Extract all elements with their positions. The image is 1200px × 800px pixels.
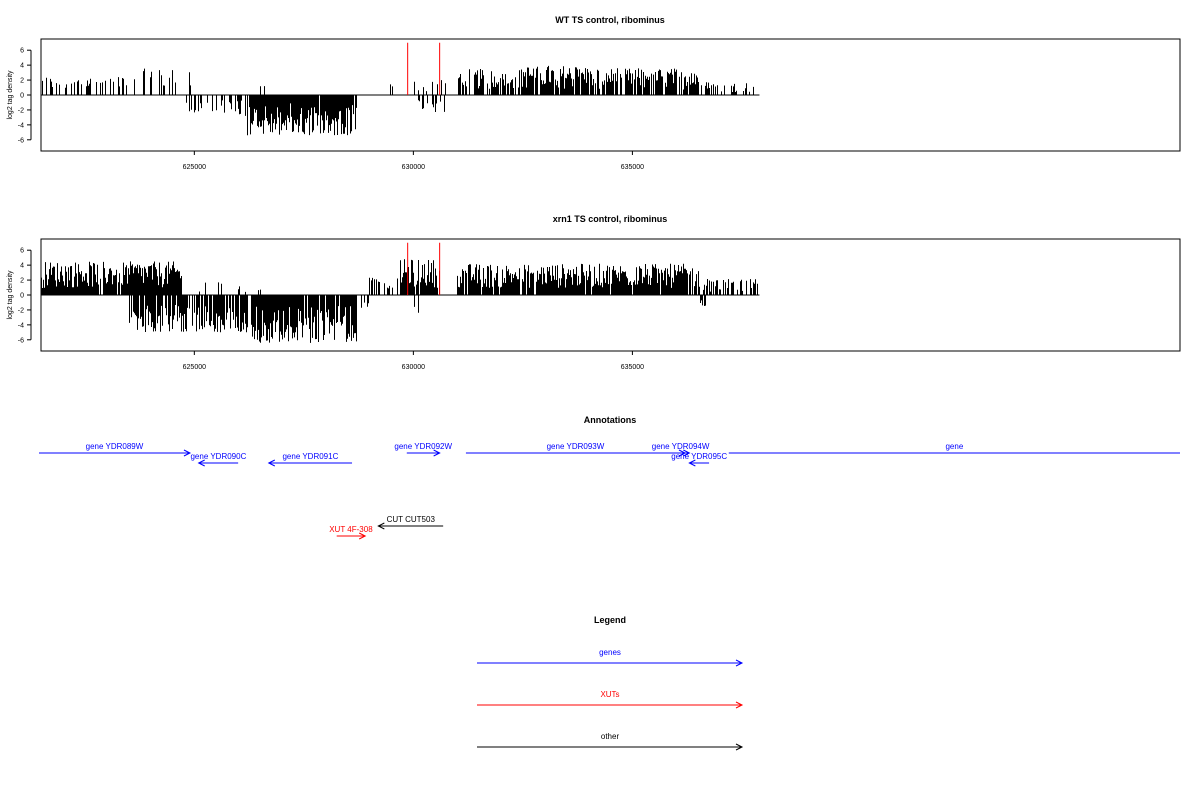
wt-x-axis: 625000 630000 635000: [183, 151, 644, 171]
feature-gene: gene YDR094W: [652, 442, 710, 457]
x-tick-label: 625000: [183, 164, 206, 171]
feature-gene: gene YDR095C: [671, 452, 727, 467]
y-tick-label: 2: [20, 278, 24, 285]
y-tick-label: 2: [20, 78, 24, 85]
feature-arrowhead: [267, 459, 276, 467]
x-tick-label: 625000: [183, 364, 206, 371]
y-tick-label: -2: [18, 307, 24, 314]
feature-arrowhead: [197, 459, 205, 467]
minus-strand-bars: [186, 95, 445, 136]
x-tick-label: 630000: [402, 364, 425, 371]
feature-label: CUT CUT503: [387, 515, 436, 524]
y-tick-label: 0: [20, 293, 24, 300]
feature-arrowhead: [377, 522, 385, 530]
feature-arrowhead: [683, 449, 691, 457]
y-tick-label: -6: [18, 137, 24, 144]
feature-label: gene YDR094W: [652, 442, 710, 451]
y-tick-label: -4: [18, 322, 24, 329]
feature-label: gene YDR090C: [190, 452, 246, 461]
wt-signal-bars: [41, 42, 760, 136]
x-tick-label: 635000: [621, 164, 644, 171]
feature-arrowhead: [688, 459, 696, 467]
xrn1-panel: xrn1 TS control, ribominus log2 tag dens…: [7, 214, 1181, 371]
legend-label: genes: [599, 648, 621, 657]
y-tick-label: -2: [18, 107, 24, 114]
legend-arrowhead: [735, 743, 744, 751]
y-tick-label: 6: [20, 248, 24, 255]
xrn1-signal-bars: [41, 242, 760, 343]
xrn1-panel-title: xrn1 TS control, ribominus: [553, 214, 668, 224]
y-tick-label: -4: [18, 122, 24, 129]
feature-gene: gene YDR089W: [39, 442, 192, 457]
wt-y-axis: -6 -4 -2 0 2 4 6: [18, 48, 32, 144]
minus-strand-bars: [129, 295, 706, 343]
feature-label: gene YDR093W: [547, 442, 605, 451]
annotations-title: Annotations: [584, 415, 637, 425]
y-tick-label: 4: [20, 63, 24, 70]
wt-y-axis-label: log2 tag density: [7, 70, 14, 120]
y-tick-label: -6: [18, 337, 24, 344]
feature-gene: gene YDR092W: [394, 442, 452, 457]
feature-other: CUT CUT503: [377, 515, 444, 530]
legend-arrowhead: [735, 701, 744, 709]
feature-label: gene YDR095C: [671, 452, 727, 461]
feature-label: XUT 4F-308: [329, 525, 373, 534]
legend: Legend genes XUTs other: [477, 615, 744, 751]
feature-arrowhead: [358, 532, 367, 540]
y-tick-label: 0: [20, 93, 24, 100]
plus-strand-bars: [42, 65, 754, 95]
y-tick-label: 4: [20, 263, 24, 270]
feature-label: gene YDR091C: [282, 452, 338, 461]
feature-label: gene: [945, 442, 963, 451]
legend-label: XUTs: [600, 690, 619, 699]
wt-panel-title: WT TS control, ribominus: [555, 15, 665, 25]
feature-gene: gene YDR090C: [190, 452, 247, 467]
feature-arrowhead: [183, 449, 192, 457]
xrn1-y-axis-label: log2 tag density: [7, 270, 14, 320]
y-tick-label: 6: [20, 48, 24, 55]
legend-label: other: [601, 732, 620, 741]
feature-arrows: gene YDR089W gene YDR090C gene YDR091C gene…: [39, 442, 1180, 540]
feature-label: gene YDR092W: [394, 442, 452, 451]
legend-arrowhead: [735, 659, 744, 667]
feature-xut: XUT 4F-308: [329, 525, 373, 540]
legend-items: genes XUTs other: [477, 648, 744, 751]
feature-gene: gene: [728, 442, 1180, 454]
feature-label: gene YDR089W: [86, 442, 144, 451]
x-tick-label: 630000: [402, 164, 425, 171]
plus-strand-bars: [41, 259, 758, 295]
x-tick-label: 635000: [621, 364, 644, 371]
xrn1-y-axis: -6 -4 -2 0 2 4 6: [18, 248, 32, 344]
feature-gene: gene YDR091C: [267, 452, 353, 467]
wt-panel: WT TS control, ribominus log2 tag densit…: [7, 15, 1181, 171]
feature-arrowhead: [433, 449, 441, 457]
legend-title: Legend: [594, 615, 626, 625]
xrn1-x-axis: 625000 630000 635000: [183, 351, 644, 371]
